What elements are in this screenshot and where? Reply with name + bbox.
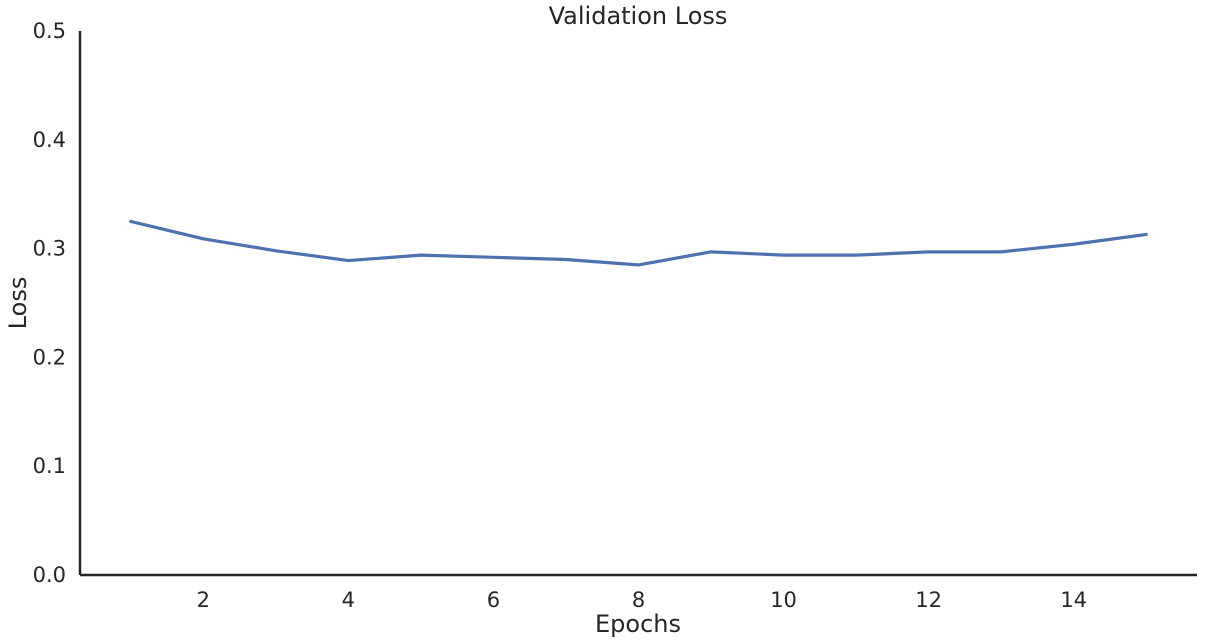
y-tick-label: 0.5 bbox=[33, 19, 66, 43]
x-axis-ticks: 2 4 6 8 10 12 14 bbox=[197, 588, 1087, 612]
y-tick-label: 0.0 bbox=[33, 563, 66, 587]
series-line bbox=[129, 219, 1148, 267]
y-axis-ticks: 0.0 0.1 0.2 0.3 0.4 0.5 bbox=[33, 19, 66, 587]
x-tick-label: 4 bbox=[342, 588, 355, 612]
chart-title: Validation Loss bbox=[549, 2, 728, 30]
x-tick-label: 12 bbox=[915, 588, 942, 612]
x-tick-label: 14 bbox=[1060, 588, 1087, 612]
y-tick-label: 0.3 bbox=[33, 237, 66, 261]
x-tick-label: 2 bbox=[197, 588, 210, 612]
y-tick-label: 0.2 bbox=[33, 345, 66, 369]
y-tick-label: 0.1 bbox=[33, 454, 66, 478]
y-axis-label: Loss bbox=[4, 277, 32, 330]
x-tick-label: 10 bbox=[770, 588, 797, 612]
x-tick-label: 6 bbox=[487, 588, 500, 612]
x-axis-label: Epochs bbox=[595, 610, 681, 638]
y-tick-label: 0.4 bbox=[33, 128, 66, 152]
series-layer bbox=[129, 219, 1148, 267]
x-tick-label: 8 bbox=[632, 588, 645, 612]
